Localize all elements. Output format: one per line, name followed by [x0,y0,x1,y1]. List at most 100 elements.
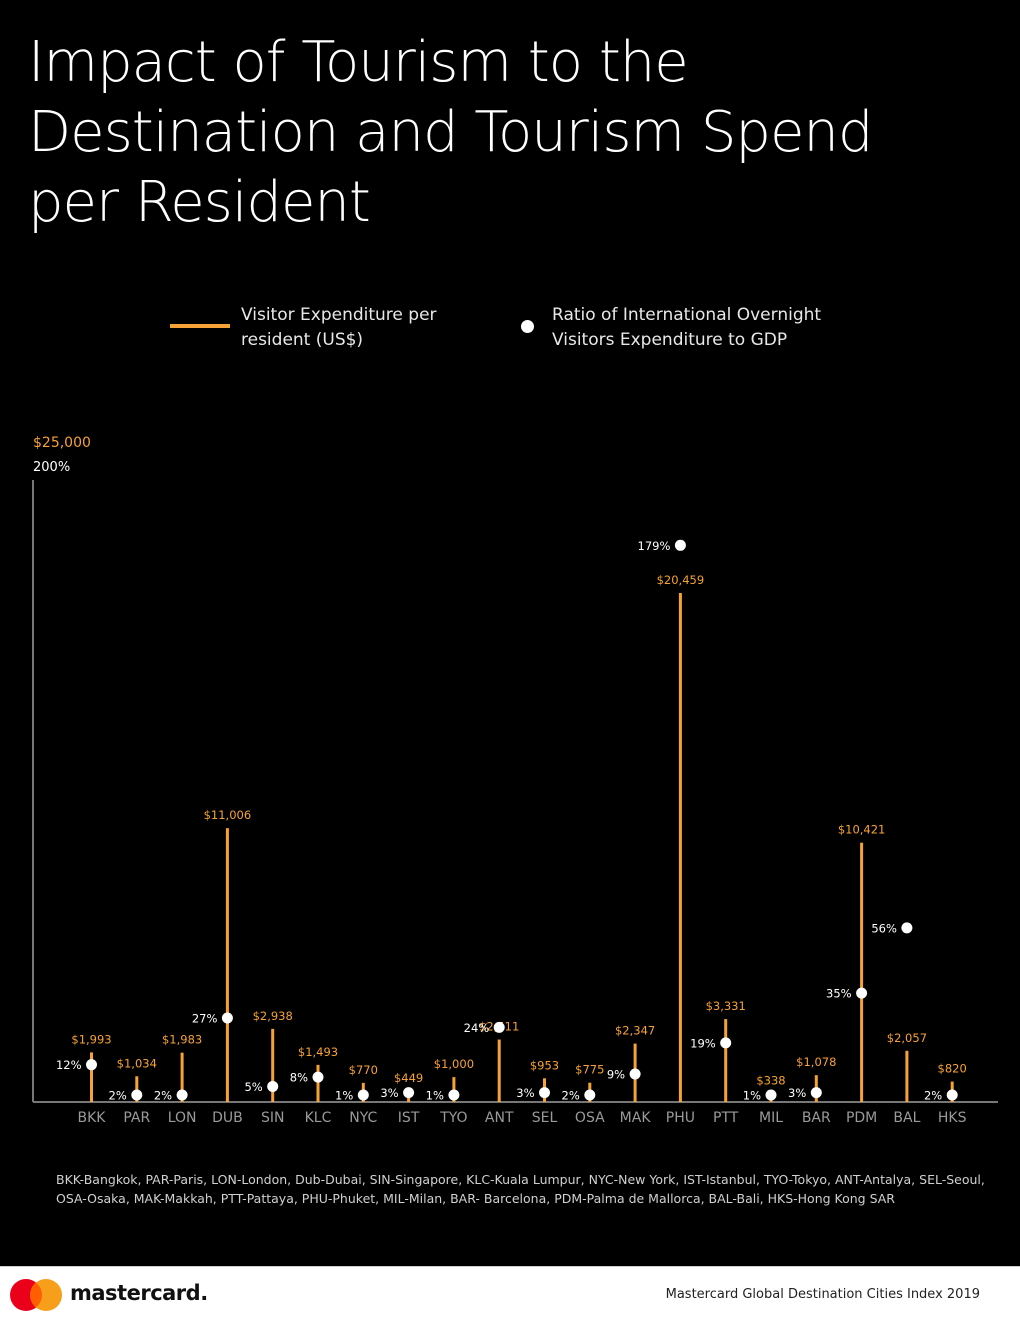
bar-phu [678,592,682,1102]
dot-ptt [720,1037,732,1049]
x-tick-label-tyo: TYO [439,1110,467,1126]
dot-tyo [448,1089,460,1101]
dot-label-ptt: 19% [690,1036,716,1050]
dot-label-lon: 2% [154,1089,172,1103]
x-tick-label-pdm: PDM [846,1110,877,1126]
dot-hks [946,1089,958,1101]
dot-label-pdm: 35% [826,987,852,1001]
dot-label-bar: 3% [788,1086,806,1100]
dot-label-sel: 3% [516,1086,534,1100]
dot-phu [674,539,686,551]
dot-label-osa: 2% [562,1089,580,1103]
bar-label-pdm: $10,421 [838,823,886,837]
chart-title: Impact of Tourism to the Destination and… [28,30,873,235]
bar-label-bar: $1,078 [796,1055,836,1069]
dot-label-bal: 56% [871,921,897,935]
x-tick-label-ptt: PTT [713,1110,739,1126]
dot-label-ant: 24% [464,1021,490,1035]
dot-label-hks: 2% [924,1089,942,1103]
bar-ant [497,1039,501,1102]
bar-label-sin: $2,938 [253,1009,293,1023]
dot-bar [810,1087,822,1099]
x-tick-label-sin: SIN [261,1110,285,1126]
dot-pdm [856,987,868,999]
x-tick-label-mak: MAK [620,1110,652,1126]
bar-label-nyc: $770 [349,1063,378,1077]
x-tick-label-bar: BAR [802,1110,831,1126]
bar-label-mak: $2,347 [615,1024,655,1038]
legend-bar-label: Visitor Expenditure per resident (US$) [241,305,437,350]
legend-bar-swatch [170,324,230,328]
bar-label-bkk: $1,993 [71,1032,111,1046]
dot-sel [539,1087,550,1099]
x-tick-label-bal: BAL [893,1110,920,1126]
bar-label-dub: $11,006 [204,808,252,822]
x-tick-label-klc: KLC [305,1110,332,1126]
x-tick-label-lon: LON [168,1110,197,1126]
dot-label-nyc: 1% [335,1089,353,1103]
dot-label-sin: 5% [244,1080,262,1094]
bar-label-tyo: $1,000 [434,1057,474,1071]
x-tick-label-ant: ANT [485,1110,514,1126]
dot-label-bkk: 12% [56,1058,82,1072]
dot-label-klc: 8% [290,1071,308,1085]
bar-label-klc: $1,493 [298,1045,338,1059]
bar-label-bal: $2,057 [887,1031,927,1045]
x-tick-label-phu: PHU [666,1110,695,1126]
bar-label-osa: $775 [575,1063,604,1077]
x-tick-label-dub: DUB [212,1110,243,1126]
bar-sin [271,1028,275,1102]
bar-par [135,1076,139,1102]
bar-label-phu: $20,459 [657,573,705,587]
bar-bkk [90,1052,93,1102]
y-axis-max-label: $25,000 [33,435,91,451]
dot-ist [403,1087,415,1099]
bar-bal [905,1050,909,1102]
dot-label-mil: 1% [743,1089,761,1103]
bar-label-ist: $449 [394,1071,423,1085]
dot-label-ist: 3% [380,1086,398,1100]
bar-label-mil: $338 [756,1074,785,1088]
bar-klc [316,1064,320,1102]
chart: $25,000 200% $1,993 BKK 12% $1,034 PAR 2% $1,983… [32,435,998,1126]
dot-klc [312,1071,324,1083]
bar-label-par: $1,034 [117,1056,157,1070]
legend-dot-swatch [521,320,534,333]
y-ratio-max-label: 200% [33,460,70,475]
bar-label-hks: $820 [938,1062,967,1076]
x-tick-label-sel: SEL [532,1110,558,1126]
dot-label-phu: 179% [638,539,671,553]
footer: mastercard. Mastercard Global Destinatio… [0,1266,1020,1321]
x-tick-label-hks: HKS [938,1110,967,1126]
x-tick-label-ist: IST [398,1110,420,1126]
bar-label-sel: $953 [530,1058,559,1072]
mastercard-logo-icon [10,1279,62,1311]
x-tick-label-osa: OSA [575,1110,605,1126]
bar-label-ptt: $3,331 [706,999,746,1013]
dot-label-tyo: 1% [426,1089,444,1103]
dot-label-mak: 9% [607,1068,625,1082]
dot-lon [176,1089,188,1101]
dot-bal [901,922,913,934]
dot-nyc [357,1089,369,1101]
dot-mak [629,1068,641,1080]
mastercard-wordmark: mastercard. [70,1281,208,1305]
bar-dub [225,828,229,1102]
dot-osa [584,1089,596,1101]
dot-sin [267,1080,279,1092]
dot-mil [765,1089,777,1101]
dot-label-par: 2% [109,1089,127,1103]
x-tick-label-nyc: NYC [349,1110,377,1126]
bar-lon [180,1052,184,1102]
x-tick-label-par: PAR [123,1110,150,1126]
dot-ant [493,1021,505,1033]
bar-ptt [724,1019,728,1102]
legend-dot-label: Ratio of International Overnight Visitor… [552,305,822,350]
bar-pdm [860,842,864,1102]
abbreviations-note: BKK-Bangkok, PAR-Paris, LON-London, Dub-… [56,1172,985,1206]
dot-bkk [86,1059,97,1071]
dot-par [131,1089,143,1101]
dot-dub [221,1012,233,1024]
bar-label-lon: $1,983 [162,1033,202,1047]
dot-label-dub: 27% [192,1012,218,1026]
